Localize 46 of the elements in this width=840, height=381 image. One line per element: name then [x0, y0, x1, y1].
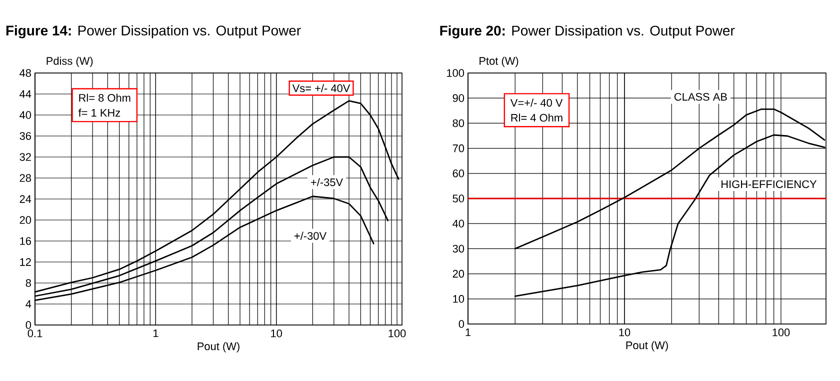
y-tick-label: 0	[26, 321, 32, 329]
y-tick-label: 100	[447, 69, 464, 77]
annotation: Rl= 8 Ohm	[79, 94, 130, 102]
annotation: Rl= 4 Ohm	[511, 114, 562, 122]
y-tick-label: 20	[20, 216, 32, 224]
y-tick-label: 48	[20, 69, 31, 77]
y-tick-label: 90	[452, 94, 464, 102]
chart-title: Figure 14: Power Dissipation vs. Output Power	[6, 25, 301, 38]
y-tick-label: 80	[452, 119, 464, 128]
x-tick-label: 1	[153, 330, 158, 338]
y-axis-title: Ptot (W)	[480, 56, 518, 67]
x-axis-title: Pout (W)	[198, 342, 240, 352]
y-tick-label: 12	[20, 258, 31, 266]
annotation: f= 1 KHz	[78, 108, 120, 117]
y-tick-label: 20	[452, 270, 464, 278]
x-tick-label: 100	[388, 330, 406, 338]
y-axis-title: Pdiss (W)	[46, 56, 93, 67]
y-tick-label: 8	[26, 279, 31, 287]
y-tick-label: 16	[20, 237, 31, 245]
text: CLASS AB	[674, 92, 727, 101]
series-label: Vs= +/- 40V	[292, 84, 350, 92]
y-tick-label: 50	[452, 194, 464, 202]
x-tick-label: 10	[619, 328, 630, 336]
y-tick-label: 40	[20, 111, 32, 119]
y-tick-label: 40	[452, 220, 464, 228]
y-tick-label: 44	[20, 90, 32, 98]
y-tick-label: 70	[452, 144, 464, 152]
x-tick-label: 1	[466, 328, 471, 336]
x-tick-label: 0.1	[28, 330, 42, 338]
y-tick-label: 4	[26, 300, 32, 308]
text: +/-30V	[294, 232, 326, 240]
y-tick-label: 60	[452, 170, 464, 178]
x-tick-label: 10	[271, 330, 282, 338]
y-tick-label: 24	[20, 195, 32, 203]
series-label: +/-35V	[311, 178, 344, 186]
x-tick-label: 100	[772, 328, 790, 336]
y-tick-label: 28	[20, 174, 31, 182]
chart-title: Figure 20: Power Dissipation vs. Output Power	[440, 25, 735, 38]
y-tick-label: 36	[20, 132, 31, 140]
y-tick-label: 30	[452, 244, 464, 253]
annotation: V=+/- 40 V	[510, 98, 563, 107]
y-tick-label: 0	[458, 320, 464, 328]
x-axis-title: Pout (W)	[626, 341, 668, 352]
series-label: HIGH-EFFICIENCY	[722, 180, 817, 188]
y-tick-label: 10	[453, 295, 464, 303]
y-tick-label: 32	[20, 153, 31, 161]
